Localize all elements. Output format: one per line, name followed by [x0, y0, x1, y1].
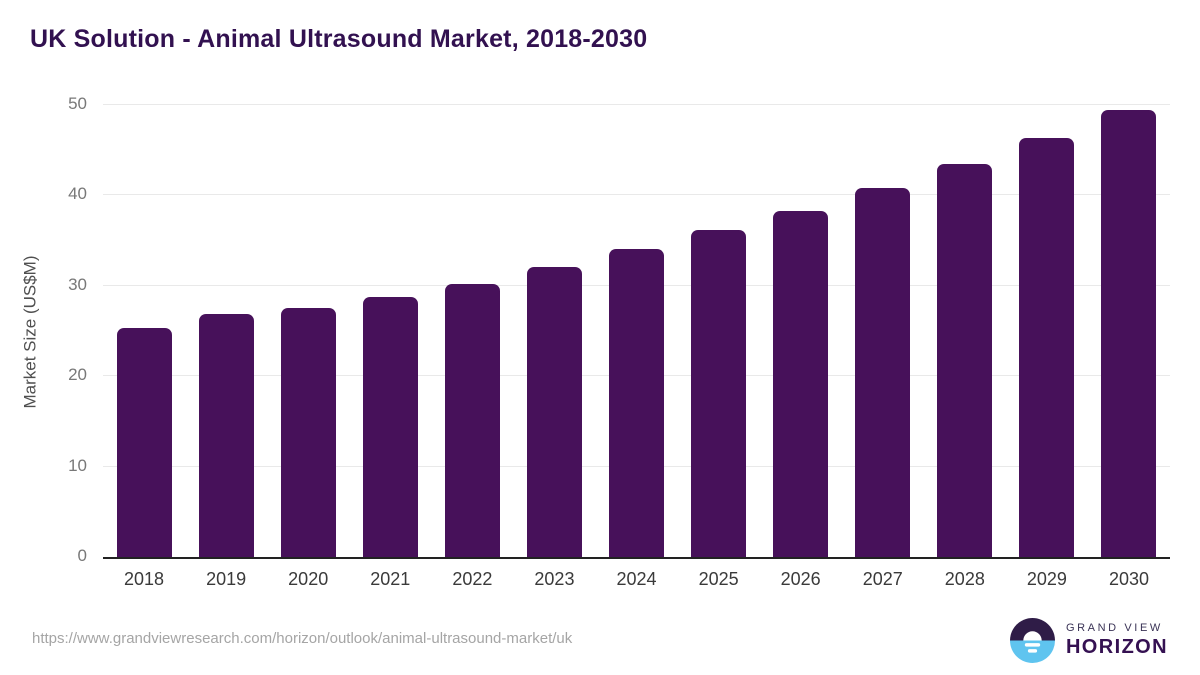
bar-2020	[280, 307, 336, 557]
x-tick-label-2028: 2028	[944, 569, 985, 589]
bar-slot-2021	[349, 105, 431, 557]
x-tick-label-2018: 2018	[124, 569, 165, 589]
gridline-50	[103, 104, 1170, 105]
brand-name-grand-view: GRAND VIEW	[1065, 622, 1163, 634]
bar-slot-2026	[760, 105, 842, 557]
bar-slot-2019	[185, 105, 267, 557]
bars-container	[103, 105, 1170, 557]
bar-slot-2024	[595, 105, 677, 557]
bar-slot-2020	[267, 105, 349, 557]
brand-wordmark: GRAND VIEW HORIZON	[1066, 622, 1168, 659]
x-tick-label-2022: 2022	[452, 569, 493, 589]
bar-slot-2018	[103, 105, 185, 557]
chart-title: UK Solution - Animal Ultrasound Market, …	[30, 25, 648, 53]
x-tick-label-2025: 2025	[698, 569, 739, 589]
bar-2019	[198, 313, 254, 557]
bar-2026	[773, 210, 829, 557]
bar-slot-2023	[513, 105, 595, 557]
bar-slot-2029	[1006, 105, 1088, 557]
bar-2024	[609, 248, 664, 557]
bar-2025	[691, 229, 747, 557]
bar-2018	[116, 328, 172, 557]
bar-slot-2027	[842, 105, 924, 557]
bar-2022	[444, 284, 500, 557]
bar-2027	[855, 188, 911, 557]
bar-2029	[1019, 138, 1075, 557]
x-tick-label-2027: 2027	[862, 569, 903, 589]
bar-slot-2025	[678, 105, 760, 557]
x-tick-label-2030: 2030	[1108, 569, 1149, 589]
y-axis-title: Market Size (US$M)	[18, 105, 44, 559]
x-tick-label-2020: 2020	[288, 569, 329, 589]
y-tick-label-50: 50	[68, 94, 87, 113]
x-axis-labels: 2018 2019 2020 2021 2022 2023 2024 2025 2026 2027…	[103, 557, 1170, 590]
y-tick-label-30: 30	[68, 274, 87, 294]
y-axis-title-text: Market Size (US$M)	[21, 255, 40, 409]
plot-area: 2018 2019 2020 2021 2022 2023 2024 2025 2026 2027…	[68, 94, 1170, 589]
bar-slot-2022	[431, 105, 513, 557]
y-tick-label-20: 20	[68, 365, 87, 385]
bar-2021	[362, 296, 418, 557]
x-tick-label-2029: 2029	[1026, 569, 1067, 589]
x-tick-label-2021: 2021	[370, 569, 411, 589]
brand-logo: GRAND VIEW HORIZON	[1009, 618, 1168, 663]
bar-2023	[526, 266, 582, 557]
bar-2030	[1101, 110, 1157, 557]
source-url: https://www.grandviewresearch.com/horizo…	[32, 630, 573, 647]
y-tick-label-10: 10	[68, 455, 87, 475]
x-tick-label-2023: 2023	[534, 569, 575, 589]
bar-2028	[937, 163, 993, 557]
bar-slot-2028	[924, 105, 1006, 557]
x-tick-label-2024: 2024	[616, 569, 657, 589]
y-tick-label-0: 0	[77, 546, 87, 565]
brand-name-horizon: HORIZON	[1065, 636, 1168, 658]
gridline-40	[103, 194, 1170, 196]
bar-slot-2030	[1088, 105, 1170, 557]
horizon-sun-logo-icon	[1009, 618, 1055, 663]
y-tick-label-40: 40	[68, 184, 87, 204]
x-tick-label-2026: 2026	[780, 569, 821, 589]
x-tick-label-2019: 2019	[206, 569, 247, 589]
